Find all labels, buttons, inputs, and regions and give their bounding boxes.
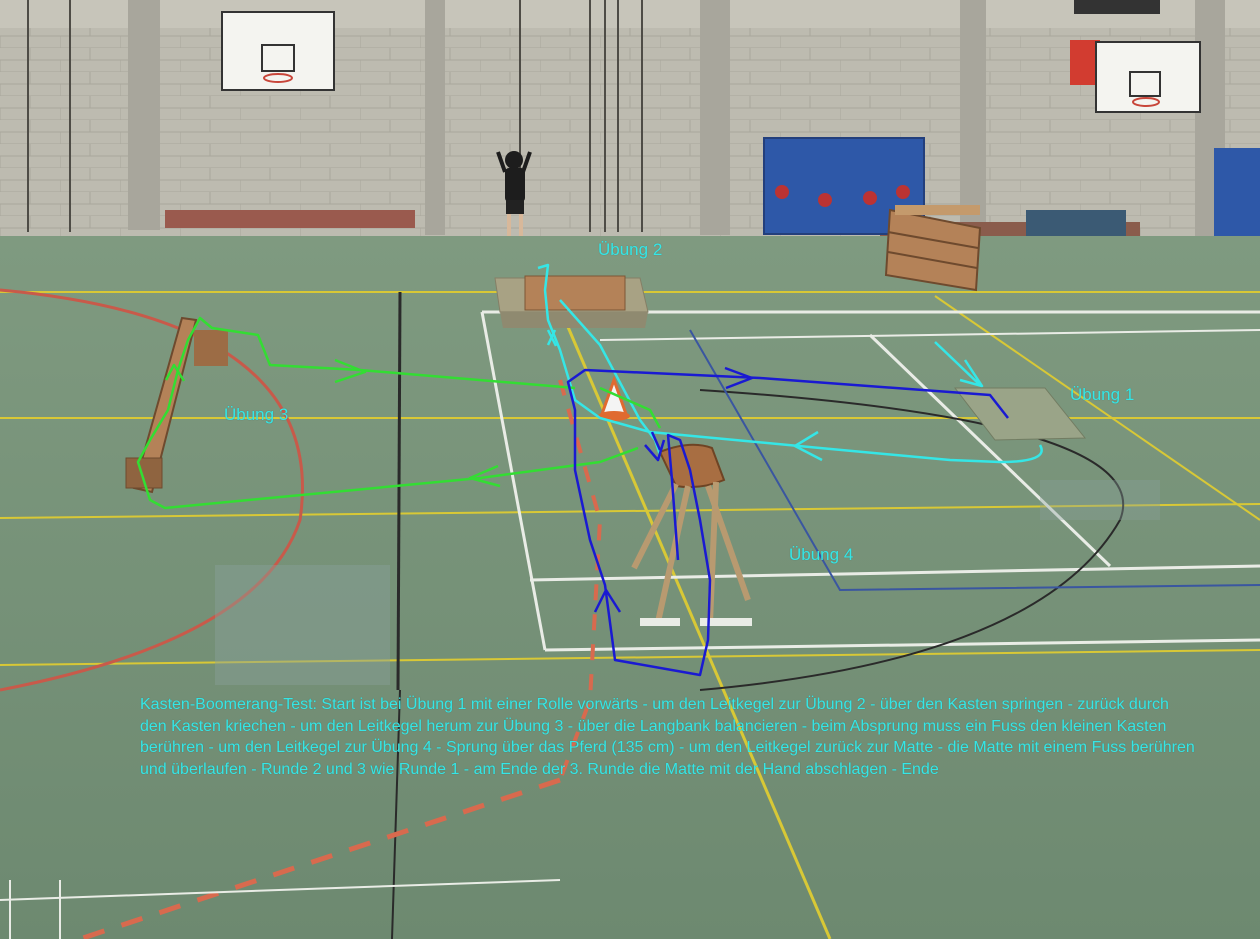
vaulting-box-station-2 [494, 275, 649, 328]
court-lines [0, 288, 1260, 939]
station-2-label: Übung 2 [598, 240, 663, 259]
station-3-label: Übung 3 [224, 405, 289, 424]
station-1-label: Übung 1 [1070, 385, 1135, 404]
floor-patch [215, 565, 390, 685]
station-4-label: Übung 4 [789, 545, 854, 564]
person [496, 151, 532, 244]
landing-mat-station-1 [953, 387, 1087, 441]
back-wall [0, 0, 1260, 240]
route-station-1-to-2 [537, 263, 1043, 464]
vaulting-horse [631, 443, 752, 626]
basketball-board-right [1070, 0, 1201, 113]
vaulting-box-corner [884, 205, 982, 292]
course-description: Kasten-Boomerang-Test: Start ist bei Übu… [140, 696, 1195, 778]
route-station-3-to-4 [566, 366, 1009, 677]
route-station-2-to-3 [136, 316, 662, 510]
floor-patch [1040, 480, 1160, 520]
basketball-board-left [221, 11, 335, 91]
hall-floor [0, 236, 1260, 939]
